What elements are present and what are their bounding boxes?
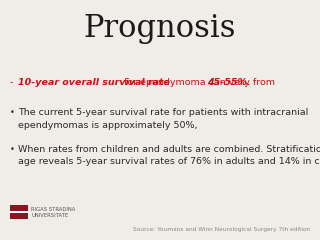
Text: UNIVERSITATE: UNIVERSITATE <box>31 213 68 218</box>
Text: •: • <box>10 108 15 117</box>
Bar <box>10 205 28 219</box>
Text: Prognosis: Prognosis <box>84 12 236 43</box>
Text: 10-year overall survival rate: 10-year overall survival rate <box>18 78 170 87</box>
Text: for ependymoma can vary from: for ependymoma can vary from <box>121 78 278 87</box>
Text: •: • <box>10 145 15 154</box>
Text: Source: Youmans and Winn Neurological Surgery 7th edition: Source: Youmans and Winn Neurological Su… <box>133 227 310 232</box>
Text: -: - <box>10 78 13 87</box>
Text: When rates from children and adults are combined. Stratification based on
age re: When rates from children and adults are … <box>18 145 320 167</box>
Bar <box>10 211 28 213</box>
Text: RIGAS STRADINA: RIGAS STRADINA <box>31 207 76 212</box>
Text: The current 5-year survival rate for patients with intracranial
ependymomas is a: The current 5-year survival rate for pat… <box>18 108 308 130</box>
Text: 45-55%.: 45-55%. <box>207 78 251 87</box>
